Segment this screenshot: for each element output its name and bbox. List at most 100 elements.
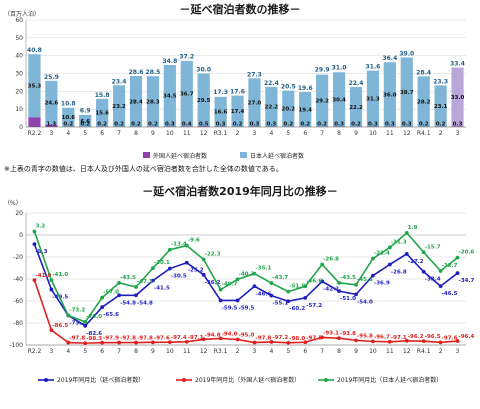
foreign-value-label: 0.2 bbox=[80, 122, 90, 128]
data-point bbox=[134, 285, 138, 289]
bar-japanese bbox=[231, 95, 244, 127]
data-point bbox=[387, 262, 392, 267]
total-value-label: 31.6 bbox=[366, 64, 381, 71]
data-point bbox=[252, 284, 257, 289]
data-point bbox=[404, 338, 409, 343]
data-label: -46.5 bbox=[442, 291, 458, 297]
data-label: -13.4 bbox=[171, 242, 187, 248]
data-label: -9.6 bbox=[188, 238, 200, 244]
data-point bbox=[421, 269, 426, 274]
data-point bbox=[134, 293, 138, 298]
data-point bbox=[83, 323, 88, 328]
data-point bbox=[337, 289, 341, 293]
x-tick-label: 5 bbox=[83, 130, 87, 137]
x-tick-label: 10 bbox=[166, 130, 174, 137]
data-label: -32.7 bbox=[442, 263, 458, 269]
data-label: -98.0 bbox=[289, 336, 305, 342]
data-label: 1.9 bbox=[408, 225, 418, 231]
legend-label: 2019年同月比（延べ宿泊者数） bbox=[57, 376, 144, 384]
data-label: -97.4 bbox=[171, 335, 187, 341]
data-point bbox=[455, 255, 460, 260]
x-tick-label: 11 bbox=[386, 130, 394, 137]
x-tick-label: 6 bbox=[100, 130, 104, 137]
data-point bbox=[252, 271, 257, 276]
japanese-value-label: 10.6 bbox=[62, 115, 76, 121]
data-label: -59.5 bbox=[239, 305, 255, 311]
japanese-value-label: 33.0 bbox=[451, 95, 465, 101]
foreign-value-label: 0.3 bbox=[385, 122, 395, 128]
bar-japanese bbox=[434, 85, 447, 127]
data-point bbox=[269, 293, 274, 298]
data-label: -73.2 bbox=[69, 321, 85, 327]
foreign-value-label: 0.3 bbox=[250, 122, 260, 128]
data-label: -96.5 bbox=[425, 334, 441, 340]
chart-title: －延べ宿泊者数の推移－ bbox=[180, 2, 301, 16]
data-point bbox=[167, 247, 172, 252]
bar-japanese bbox=[79, 114, 92, 127]
data-point bbox=[100, 295, 105, 300]
legend-marker bbox=[324, 378, 328, 382]
data-point bbox=[421, 250, 426, 255]
data-point bbox=[49, 287, 54, 292]
yoy-line-chart: －延べ宿泊者数2019年同月比の推移－ （%） -100 -80 -60 -40 -20 0 2… bbox=[4, 184, 475, 384]
data-label: -42.2 bbox=[323, 286, 339, 292]
x-tick-label: 7 bbox=[117, 130, 121, 137]
data-label: -40.3 bbox=[239, 271, 255, 277]
foreign-value-label: 0.4 bbox=[182, 122, 192, 128]
data-point bbox=[371, 256, 375, 261]
bar-foreign bbox=[180, 126, 193, 127]
foreign-value-label: 0.3 bbox=[402, 122, 412, 128]
data-label: -43.7 bbox=[272, 275, 288, 281]
bar-japanese bbox=[451, 67, 464, 127]
total-value-label: 6.9 bbox=[80, 108, 91, 115]
data-label: -54.8 bbox=[120, 300, 136, 306]
total-value-label: 33.4 bbox=[450, 60, 465, 67]
japanese-value-label: 30.4 bbox=[332, 97, 346, 103]
data-label: -35.1 bbox=[255, 266, 271, 272]
bar-japanese bbox=[400, 57, 413, 127]
x-tick-label: 11 bbox=[183, 348, 191, 355]
total-value-label: 34.8 bbox=[162, 58, 177, 65]
japanese-value-label: 17.4 bbox=[231, 109, 245, 115]
data-label: -15.7 bbox=[425, 244, 441, 250]
total-value-label: 25.9 bbox=[44, 74, 59, 81]
japanese-value-label: 27.0 bbox=[248, 100, 262, 106]
data-point bbox=[286, 299, 291, 304]
x-tick-label: 2 bbox=[439, 348, 443, 355]
data-point bbox=[303, 296, 308, 300]
japanese-value-label: 20.2 bbox=[282, 107, 296, 113]
total-value-label: 17.6 bbox=[230, 89, 245, 96]
bar-japanese bbox=[366, 70, 380, 127]
x-tick-label: 9 bbox=[354, 130, 358, 137]
data-label: -96.2 bbox=[408, 334, 424, 340]
data-label: -60.2 bbox=[289, 306, 305, 312]
data-point bbox=[66, 340, 71, 345]
data-point bbox=[49, 328, 54, 333]
data-label: -65.6 bbox=[103, 312, 119, 318]
data-label: -96.7 bbox=[374, 334, 390, 340]
data-label: 3.2 bbox=[35, 223, 45, 229]
foreign-value-label: 0.5 bbox=[199, 122, 209, 128]
data-point bbox=[167, 266, 172, 271]
data-point bbox=[151, 266, 155, 271]
data-label: -46.6 bbox=[306, 278, 322, 284]
x-tick-label: 5 bbox=[286, 130, 290, 137]
data-point bbox=[100, 340, 105, 345]
japanese-value-label: 38.7 bbox=[400, 90, 414, 96]
x-tick-label: 3 bbox=[253, 348, 257, 355]
foreign-value-label: 0.2 bbox=[114, 122, 124, 128]
data-point bbox=[354, 338, 358, 343]
total-value-label: 30.0 bbox=[196, 67, 211, 74]
data-label: -79.0 bbox=[86, 314, 102, 320]
foreign-value-label: 0.3 bbox=[453, 122, 463, 128]
x-tick-label: 3 bbox=[456, 130, 460, 137]
japanese-value-label: 29.2 bbox=[315, 99, 329, 105]
x-tick-label: 9 bbox=[151, 130, 155, 137]
data-label: -41.0 bbox=[52, 272, 68, 278]
total-value-label: 37.2 bbox=[179, 54, 194, 61]
bar-japanese bbox=[197, 73, 210, 127]
data-point bbox=[134, 340, 138, 345]
x-tick-label: R2.2 bbox=[28, 130, 42, 137]
data-label: -94.0 bbox=[222, 331, 238, 337]
